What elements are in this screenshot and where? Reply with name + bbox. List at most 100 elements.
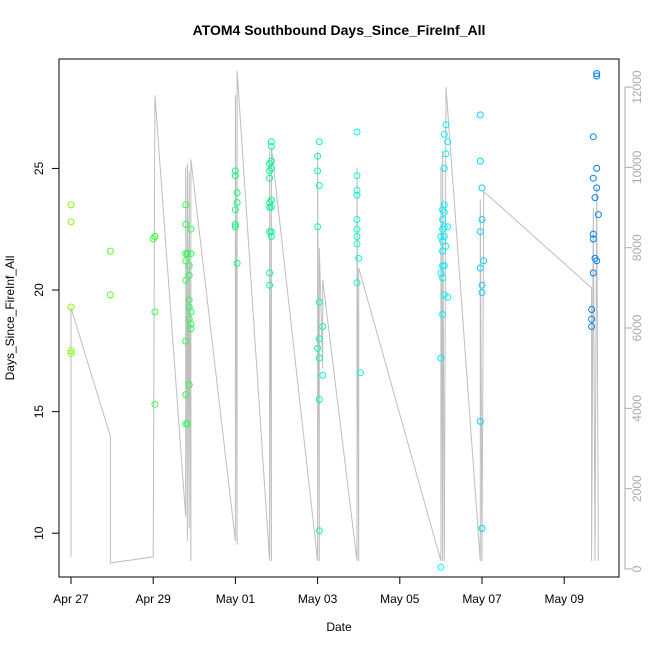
data-point [353,128,361,136]
data-point [444,223,452,231]
data-point [187,225,195,233]
data-point [231,167,239,175]
data-point [314,344,322,352]
data-point [476,228,484,236]
y-tick-label: 15 [32,405,46,419]
data-point [185,296,193,304]
x-tick-label: May 07 [462,592,502,606]
data-point [353,225,361,233]
data-point [182,201,190,209]
data-point [476,157,484,165]
data-point [478,289,486,296]
data-point [440,130,448,138]
data-point [182,337,190,345]
data-point [437,563,445,571]
y-axis-label: Days_Since_FireInf_All [3,256,17,381]
data-point [182,257,190,265]
data-point [439,274,447,282]
data-point [594,211,602,219]
data-point [480,257,488,265]
data-point [231,223,239,231]
y-tick-label: 10 [32,526,46,540]
data-point [183,420,191,428]
data-point [315,298,323,306]
data-point [476,417,484,425]
data-point [589,230,597,238]
y-tick-label: 20 [32,283,46,297]
data-point [437,269,445,277]
data-point [440,201,448,209]
data-point [478,184,486,192]
data-point [231,172,239,180]
data-point [267,143,275,150]
data-point [593,72,601,80]
data-point [353,172,361,180]
data-point [267,203,275,211]
line-series [70,70,599,564]
y-tick-label: 25 [32,161,46,175]
data-point [353,191,361,199]
data-point [478,216,486,223]
data-point [593,257,601,265]
data-point [437,354,445,362]
data-point [231,206,239,214]
data-point [151,400,159,408]
data-point [353,240,361,248]
data-point [314,152,322,160]
data-point [267,196,275,204]
data-point [67,347,75,355]
data-point [185,271,193,279]
x-tick-label: May 01 [216,592,256,606]
y2-tick-label: 6000 [630,314,644,341]
data-point [440,223,448,231]
data-point [444,293,452,301]
x-tick-label: May 09 [545,592,585,606]
data-point [439,237,447,245]
data-point [589,269,597,277]
data-point [353,233,361,240]
data-point [315,335,323,343]
y2-tick-label: 0 [630,565,644,572]
data-point [353,186,361,194]
y2-tick-label: 12000 [630,70,644,104]
right-y-axis: 0 2000 4000 6000 8000 10000 12000 [624,70,644,572]
data-point [356,369,364,377]
data-point [476,264,484,272]
data-point [440,164,448,172]
data-point [440,208,448,216]
data-point [187,308,195,316]
data-point [589,174,597,182]
data-point [67,303,75,311]
data-point [106,291,114,299]
data-point [314,223,322,231]
data-point [182,276,190,284]
data-point [439,247,447,255]
data-point [183,250,191,258]
data-point [314,167,322,175]
data-point [478,524,486,532]
data-point [478,281,486,289]
data-point [182,391,190,399]
data-point [266,269,274,277]
data-point [67,218,75,226]
data-point [267,157,275,165]
data-point [267,228,275,236]
data-point [476,111,484,119]
scatter-series [67,70,602,571]
data-point [315,527,323,535]
y2-tick-label: 8000 [630,234,644,261]
y-axis: 10 15 20 25 [32,161,60,540]
data-point [182,220,190,228]
data-point [151,233,159,240]
data-point [588,315,596,323]
x-axis-label: Date [326,620,352,634]
data-point [67,349,75,357]
data-point [315,354,323,362]
chart-title: ATOM4 Southbound Days_Since_FireInf_All [193,22,486,38]
data-point [267,138,275,146]
data-point [444,138,452,146]
data-point [355,254,363,262]
data-point [319,323,327,330]
data-point [185,262,193,270]
data-point [315,396,323,403]
